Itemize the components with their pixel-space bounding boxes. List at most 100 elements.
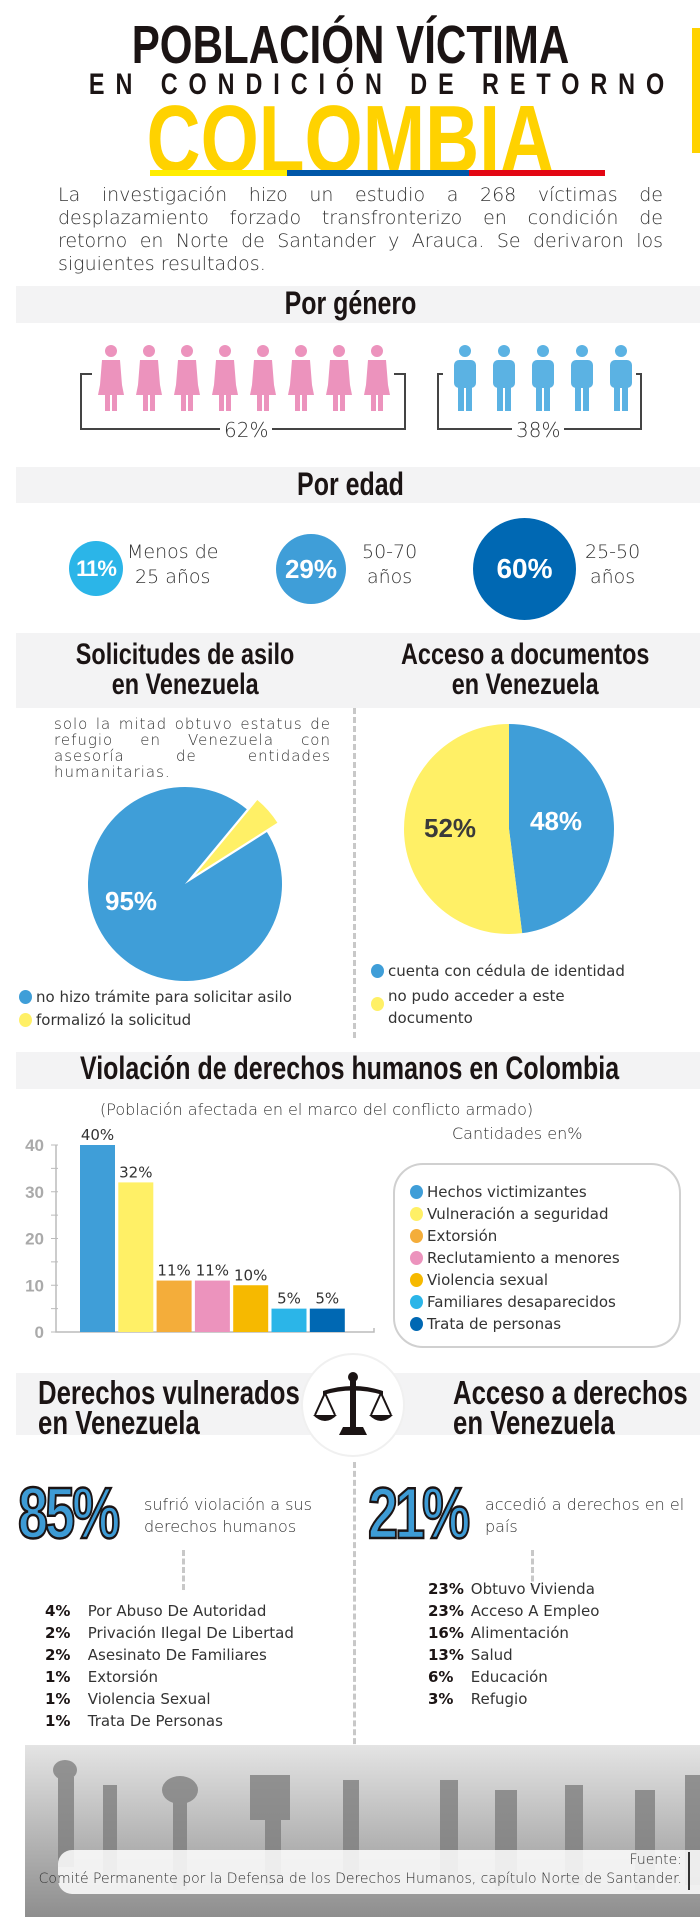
bar-value-label: 11%: [196, 1262, 229, 1280]
legend-label: Violencia sexual: [427, 1271, 549, 1289]
asylum-title: Solicitudes de asilo en Venezuela: [75, 638, 295, 701]
list-item: 2% Privación Ilegal De Libertad: [45, 1624, 294, 1642]
age-circle-50-70: 29%: [276, 534, 346, 604]
pie-slice: [404, 724, 523, 934]
list-item: 6% Educación: [428, 1668, 548, 1686]
man-icon: [610, 345, 632, 411]
bar-value-label: 5%: [277, 1290, 301, 1308]
legend-item: Familiares desaparecidos: [410, 1291, 620, 1313]
legend-dot: [410, 1273, 423, 1287]
legend-dot: [410, 1251, 423, 1265]
woman-icon: [326, 345, 352, 411]
rights-violated-title: Derechos vulnerados en Venezuela: [38, 1374, 300, 1441]
women-pct: 62%: [220, 418, 273, 442]
man-icon: [493, 345, 515, 411]
asylum-note: solo la mitad obtuvo estatus de refugio …: [54, 715, 331, 781]
age-title: Por edad: [296, 466, 404, 502]
legend-dot: [371, 964, 384, 978]
legend-dot: [371, 997, 384, 1011]
age-band: [16, 467, 700, 503]
pie-label-52: 52%: [424, 813, 476, 843]
documents-pie: 52% 48%: [404, 724, 615, 934]
bar-value-label: 40%: [81, 1126, 114, 1144]
connector: [531, 1550, 534, 1590]
bar-5: [271, 1308, 307, 1332]
bar-1: [118, 1182, 154, 1332]
y-tick-label: 0: [35, 1323, 44, 1342]
divider: [353, 708, 356, 1038]
violations-subtitle: (Población afectada en el marco del conf…: [100, 1100, 534, 1119]
documents-legend-yes: cuenta con cédula de identidad: [371, 962, 625, 980]
side-accent: [692, 28, 700, 153]
intro-text: La investigación hizo un estudio a 268 v…: [58, 184, 663, 275]
list-item: 2% Asesinato De Familiares: [45, 1646, 267, 1664]
title-line2: EN CONDICIÓN DE RETORNO A: [88, 68, 700, 101]
source-box: [58, 1850, 700, 1894]
legend-dot: [410, 1207, 423, 1221]
scales-circle: [301, 1353, 405, 1457]
legend-item: Violencia sexual: [410, 1269, 620, 1291]
violations-units: Cantidades en%: [452, 1124, 583, 1143]
rights-access-text: accedió a derechos en el país: [485, 1495, 685, 1536]
pies-band: [16, 633, 700, 708]
age-label-50-70: 50-70 años: [362, 541, 418, 588]
bar-4: [233, 1285, 269, 1332]
man-icon: [454, 345, 476, 411]
list-item: 16% Alimentación: [428, 1624, 569, 1642]
documents-legend-no: no pudo acceder a este documento: [371, 985, 571, 1029]
list-item: 23% Obtuvo Vivienda: [428, 1580, 595, 1598]
man-icon: [532, 345, 554, 411]
legend-item: Trata de personas: [410, 1313, 620, 1335]
violations-title: Violación de derechos humanos en Colombi…: [80, 1050, 620, 1086]
gender-band: [16, 286, 700, 323]
legend-dot: [410, 1317, 423, 1331]
age-circle-under-25: 11%: [69, 541, 123, 596]
list-item: 3% Refugio: [428, 1690, 528, 1708]
bar-2: [156, 1280, 192, 1332]
scales-icon: [313, 1372, 393, 1435]
age-circle-25-50: 60%: [473, 518, 576, 620]
bar-value-label: 5%: [315, 1290, 339, 1308]
bar-6: [309, 1308, 345, 1332]
man-icon: [571, 345, 593, 411]
y-tick-label: 40: [25, 1136, 44, 1155]
violations-bar-chart: 0 10 20 30 40 40% 32% 11% 11% 10% 5% 5%: [25, 1126, 375, 1342]
title-line1: POBLACIÓN VÍCTIMA: [131, 15, 569, 75]
list-item: 1% Trata De Personas: [45, 1712, 223, 1730]
legend-dot: [19, 990, 32, 1004]
y-tick-label: 10: [25, 1276, 44, 1295]
pie-slice: [88, 787, 283, 981]
y-tick-label: 30: [25, 1183, 44, 1202]
source-text: Comité Permanente por la Defensa de los …: [38, 1871, 682, 1887]
violations-band: [16, 1052, 700, 1089]
age-label-under-25: Menos de 25 años: [127, 541, 219, 588]
pie-slice: [195, 800, 278, 875]
documents-title: Acceso a documentos en Venezuela: [400, 638, 650, 701]
flag-bar: [150, 170, 605, 176]
rights-violated-text: sufrió violación a sus derechos humanos: [144, 1495, 312, 1536]
list-item: 4% Por Abuso De Autoridad: [45, 1602, 267, 1620]
legend-dot: [19, 1013, 32, 1027]
y-tick-label: 20: [25, 1230, 44, 1249]
list-item: 13% Salud: [428, 1646, 513, 1664]
list-item: 1% Extorsión: [45, 1668, 159, 1686]
women-icons: [98, 345, 390, 411]
legend-item: Reclutamiento a menores: [410, 1247, 620, 1269]
woman-icon: [288, 345, 314, 411]
bar-value-label: 32%: [119, 1163, 152, 1181]
legend-item: Vulneración a seguridad: [410, 1203, 620, 1225]
asylum-pie: 95%: [88, 787, 283, 981]
legend-label: Familiares desaparecidos: [427, 1293, 616, 1311]
woman-icon: [212, 345, 238, 411]
asylum-legend-no: no hizo trámite para solicitar asilo: [19, 988, 292, 1006]
legend-label: Extorsión: [427, 1227, 498, 1245]
asylum-legend-yes: formalizó la solicitud: [19, 1011, 191, 1029]
legend-label: Reclutamiento a menores: [427, 1249, 620, 1267]
violations-legend-box: [393, 1163, 681, 1348]
legend-item: Hechos victimizantes: [410, 1181, 620, 1203]
gender-title: Por género: [284, 285, 416, 321]
bar-value-label: 10%: [234, 1266, 267, 1284]
violations-legend: Hechos victimizantes Vulneración a seguri…: [410, 1181, 620, 1335]
bar-0: [80, 1145, 115, 1332]
pie-slice: [509, 724, 615, 934]
